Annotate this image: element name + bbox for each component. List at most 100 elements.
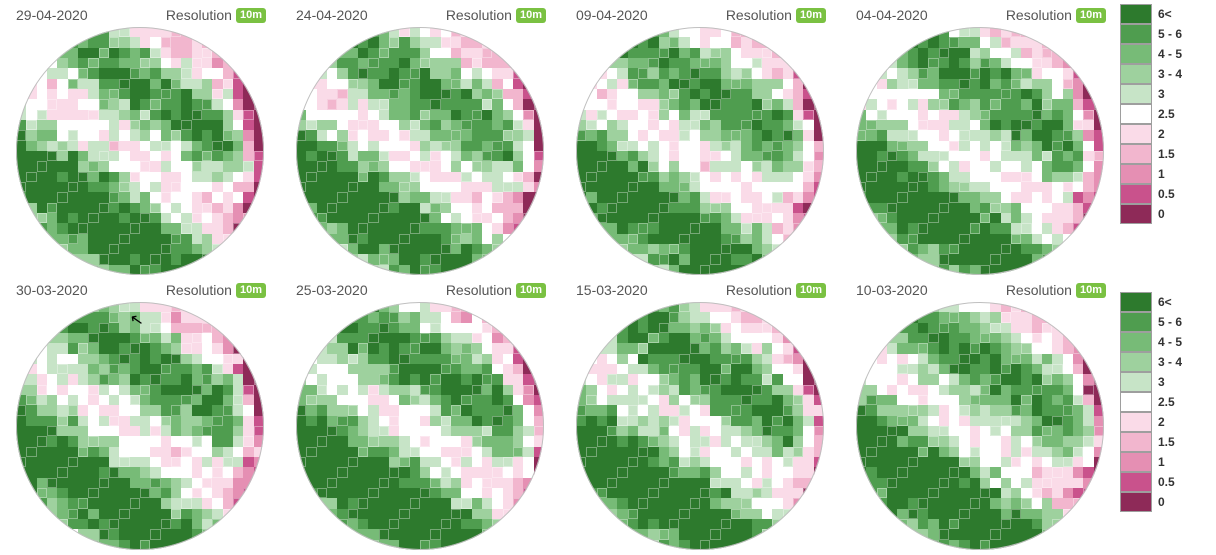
heatmap-pixel-grid	[296, 27, 544, 275]
legend-swatch	[1120, 332, 1152, 352]
legend-column: 6<5 - 64 - 53 - 432.521.510.506<5 - 64 -…	[1120, 0, 1216, 555]
legend-swatch	[1120, 64, 1152, 84]
resolution-badge[interactable]: 10m	[236, 8, 266, 23]
map-clip[interactable]	[856, 27, 1104, 275]
legend-label: 1.5	[1158, 435, 1175, 449]
map-shell	[856, 302, 1104, 550]
legend-row: 0	[1120, 492, 1216, 512]
legend-swatch	[1120, 104, 1152, 124]
legend-row: 1	[1120, 452, 1216, 472]
resolution-badge[interactable]: 10m	[516, 8, 546, 23]
heatmap-pixel-grid	[16, 302, 264, 550]
panel-date: 24-04-2020	[296, 7, 368, 23]
legend-swatch	[1120, 204, 1152, 224]
resolution-label: Resolution	[1006, 7, 1072, 23]
legend-label: 1.5	[1158, 147, 1175, 161]
panel-date: 15-03-2020	[576, 282, 648, 298]
color-legend: 6<5 - 64 - 53 - 432.521.510.50	[1120, 4, 1216, 224]
panel-date: 30-03-2020	[16, 282, 88, 298]
resolution-wrap: Resolution 10m	[166, 282, 266, 298]
legend-swatch	[1120, 432, 1152, 452]
map-panel: 30-03-2020 Resolution 10m	[0, 277, 280, 552]
legend-swatch	[1120, 124, 1152, 144]
resolution-label: Resolution	[1006, 282, 1072, 298]
legend-swatch	[1120, 4, 1152, 24]
legend-label: 2	[1158, 415, 1165, 429]
resolution-wrap: Resolution10m	[446, 282, 546, 298]
map-clip[interactable]	[576, 302, 824, 550]
resolution-wrap: Resolution 10m	[1006, 7, 1106, 23]
map-panel: 24-04-2020 Resolution 10m	[280, 2, 560, 277]
resolution-label: Resolution	[166, 282, 232, 298]
map-shell	[856, 27, 1104, 275]
legend-swatch	[1120, 392, 1152, 412]
legend-row: 3	[1120, 84, 1216, 104]
resolution-wrap: Resolution 10m	[446, 7, 546, 23]
panel-date: 25-03-2020	[296, 282, 368, 298]
map-shell	[296, 27, 544, 275]
color-legend: 6<5 - 64 - 53 - 432.521.510.50	[1120, 292, 1216, 512]
resolution-wrap: Resolution10m	[726, 282, 826, 298]
legend-label: 3 - 4	[1158, 355, 1182, 369]
legend-row: 0	[1120, 204, 1216, 224]
heatmap-pixel-grid	[856, 302, 1104, 550]
map-clip[interactable]	[16, 302, 264, 550]
legend-row: 1.5	[1120, 144, 1216, 164]
legend-label: 1	[1158, 455, 1165, 469]
resolution-badge[interactable]: 10m	[1076, 283, 1106, 298]
legend-row: 0.5	[1120, 472, 1216, 492]
resolution-badge[interactable]: 10m	[516, 283, 546, 298]
panel-header: 24-04-2020 Resolution 10m	[280, 2, 560, 26]
legend-swatch	[1120, 292, 1152, 312]
legend-swatch	[1120, 452, 1152, 472]
legend-label: 2.5	[1158, 395, 1175, 409]
legend-row: 3	[1120, 372, 1216, 392]
resolution-badge[interactable]: 10m	[1076, 8, 1106, 23]
legend-label: 3	[1158, 87, 1165, 101]
legend-row: 2.5	[1120, 392, 1216, 412]
map-panel: 09-04-2020Resolution10m	[560, 2, 840, 277]
resolution-badge[interactable]: 10m	[796, 283, 826, 298]
panel-header: 09-04-2020Resolution10m	[560, 2, 840, 26]
panel-header: 25-03-2020 Resolution10m	[280, 277, 560, 301]
resolution-label: Resolution	[446, 7, 512, 23]
map-panel: 25-03-2020 Resolution10m	[280, 277, 560, 552]
legend-row: 1	[1120, 164, 1216, 184]
map-panel: 15-03-2020 Resolution10m	[560, 277, 840, 552]
legend-swatch	[1120, 312, 1152, 332]
legend-row: 6<	[1120, 4, 1216, 24]
legend-label: 2	[1158, 127, 1165, 141]
panel-date: 10-03-2020	[856, 282, 928, 298]
legend-row: 4 - 5	[1120, 332, 1216, 352]
legend-swatch	[1120, 184, 1152, 204]
resolution-badge[interactable]: 10m	[236, 283, 266, 298]
map-shell	[576, 27, 824, 275]
map-clip[interactable]	[856, 302, 1104, 550]
legend-swatch	[1120, 24, 1152, 44]
map-clip[interactable]	[16, 27, 264, 275]
resolution-wrap: Resolution10m	[166, 7, 266, 23]
heatmap-pixel-grid	[296, 302, 544, 550]
legend-label: 4 - 5	[1158, 335, 1182, 349]
legend-swatch	[1120, 352, 1152, 372]
page-root: 29-04-2020Resolution10m 24-04-2020 Resolut…	[0, 0, 1216, 555]
legend-row: 5 - 6	[1120, 312, 1216, 332]
legend-swatch	[1120, 492, 1152, 512]
map-clip[interactable]	[296, 27, 544, 275]
legend-label: 4 - 5	[1158, 47, 1182, 61]
map-panel: 04-04-2020 Resolution 10m	[840, 2, 1120, 277]
legend-label: 1	[1158, 167, 1165, 181]
legend-row: 1.5	[1120, 432, 1216, 452]
map-clip[interactable]	[296, 302, 544, 550]
map-panel-grid: 29-04-2020Resolution10m 24-04-2020 Resolut…	[0, 0, 1120, 555]
legend-label: 2.5	[1158, 107, 1175, 121]
legend-row: 4 - 5	[1120, 44, 1216, 64]
legend-label: 5 - 6	[1158, 27, 1182, 41]
map-clip[interactable]	[576, 27, 824, 275]
legend-swatch	[1120, 412, 1152, 432]
resolution-badge[interactable]: 10m	[796, 8, 826, 23]
panel-date: 04-04-2020	[856, 7, 928, 23]
legend-label: 0.5	[1158, 475, 1175, 489]
panel-header: 29-04-2020Resolution10m	[0, 2, 280, 26]
legend-label: 0	[1158, 495, 1165, 509]
